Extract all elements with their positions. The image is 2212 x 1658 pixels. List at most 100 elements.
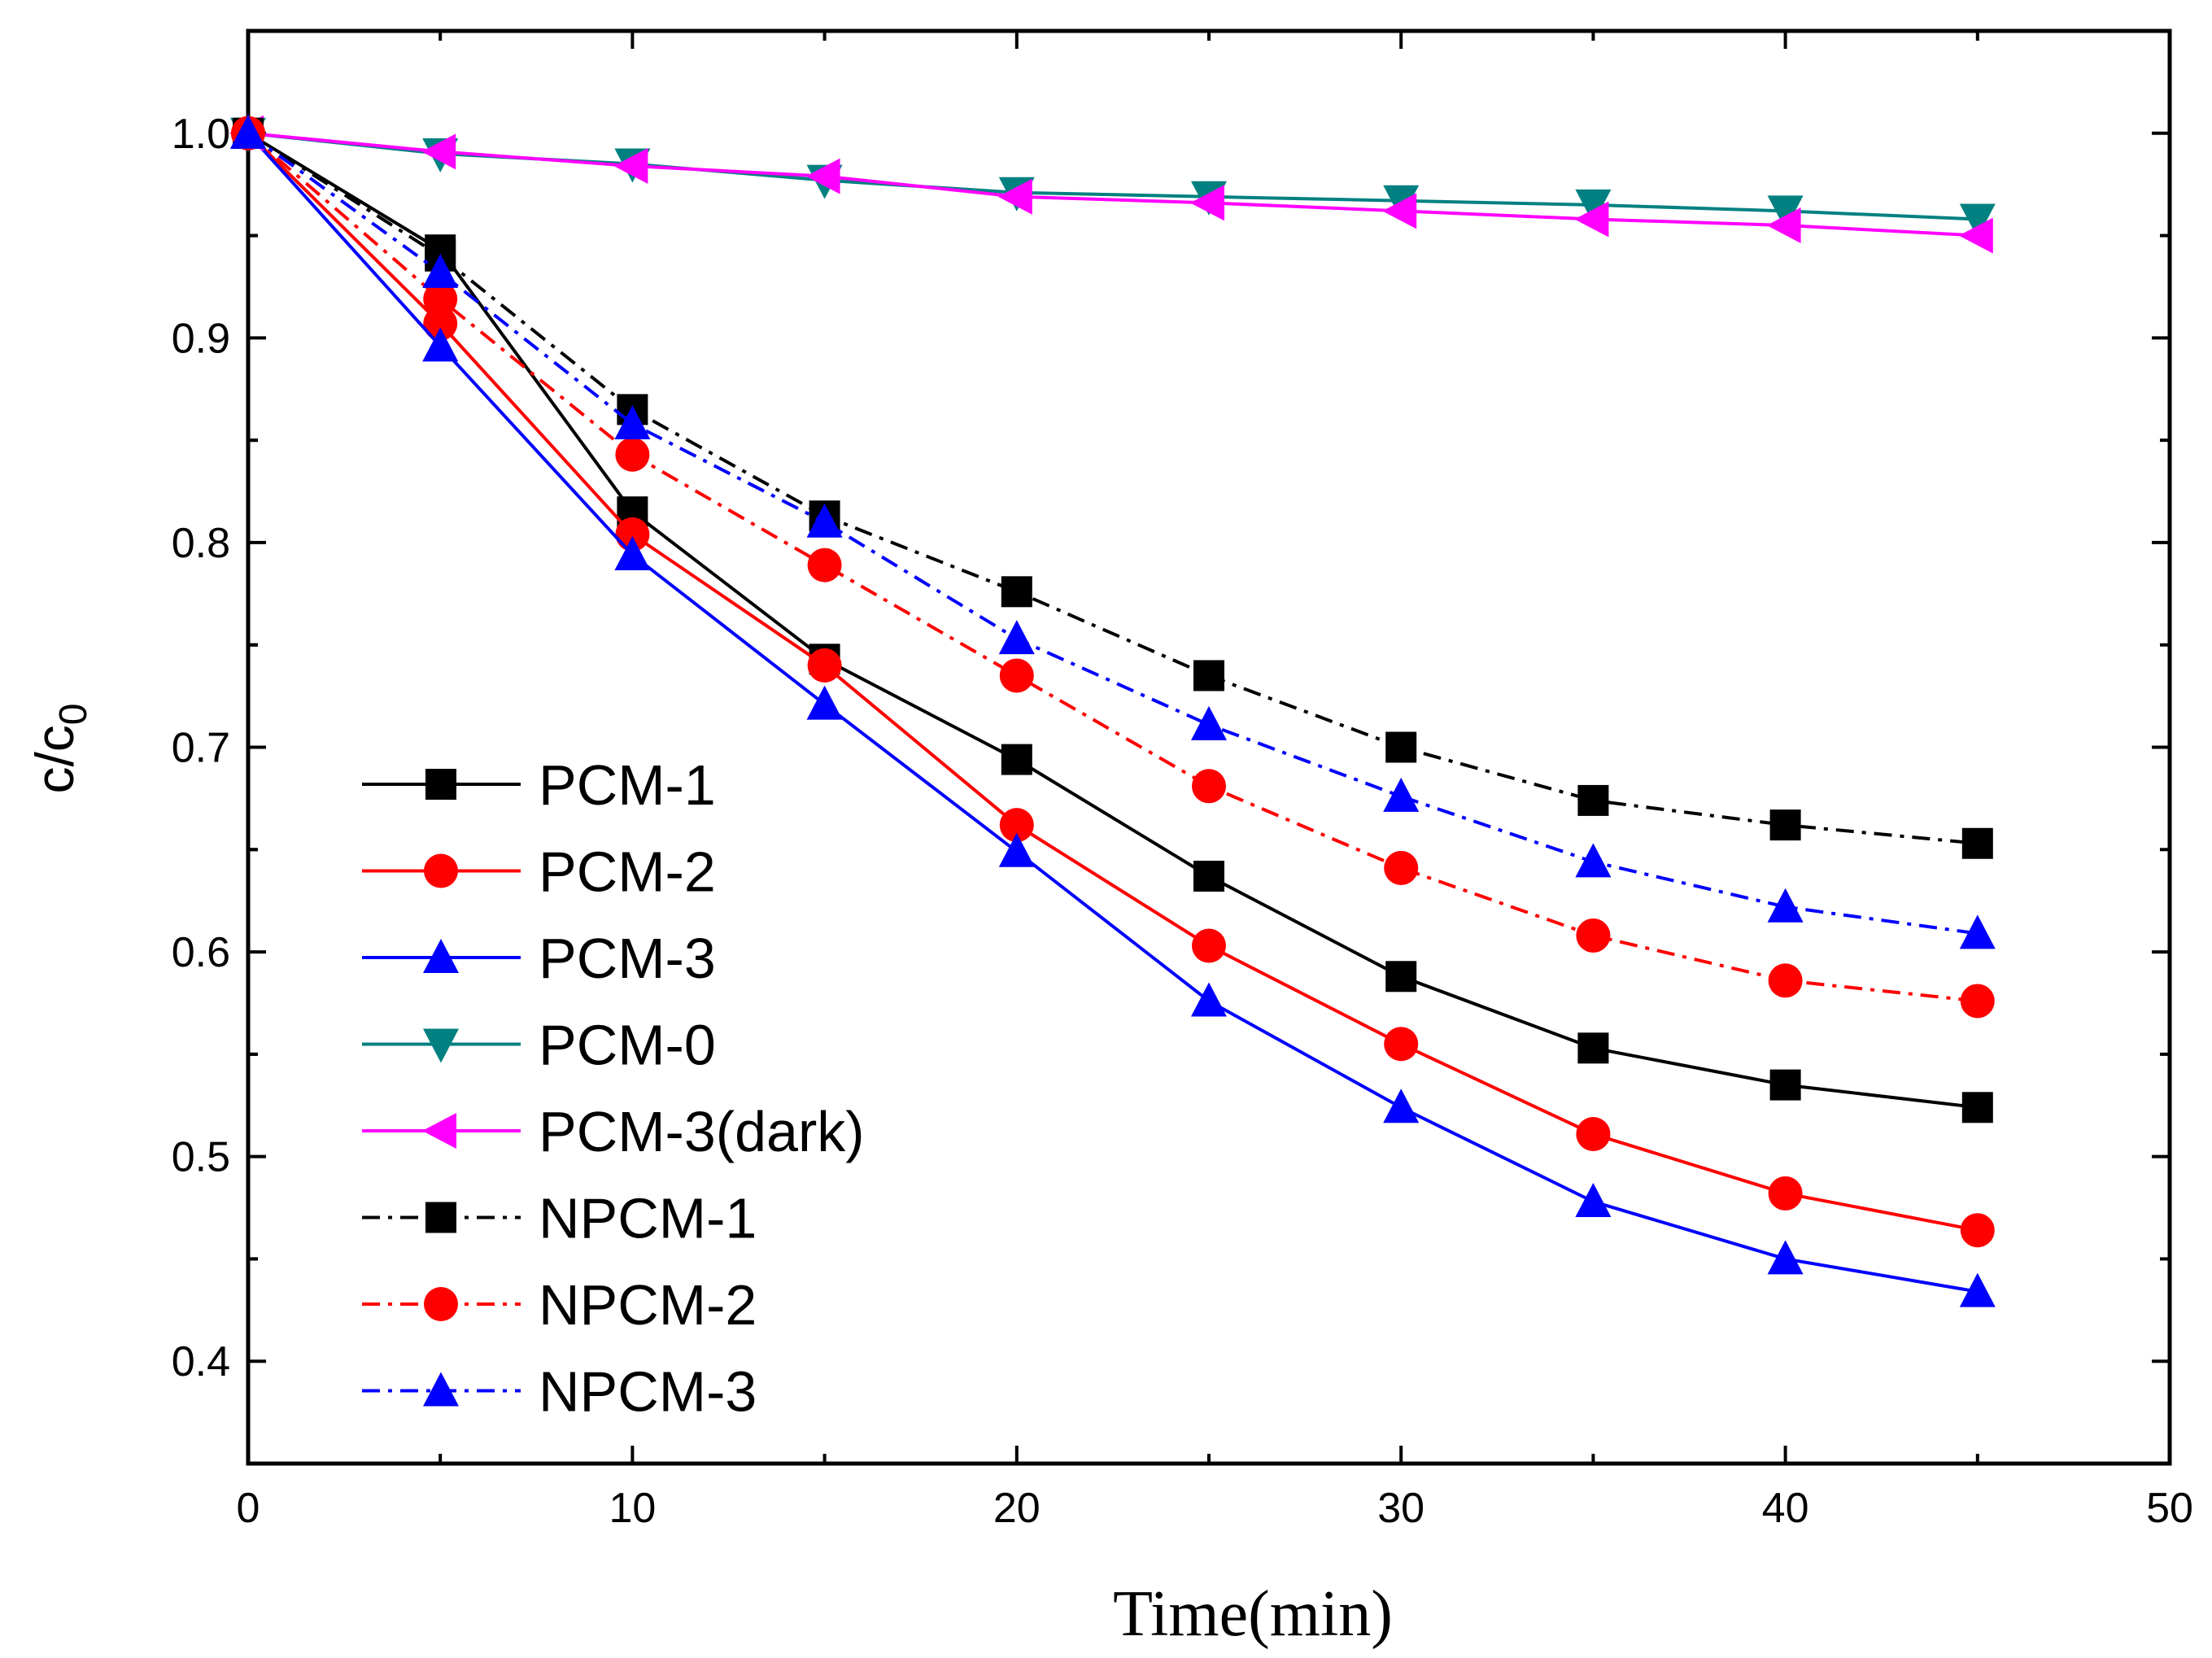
y-axis-title: c/c0	[24, 703, 95, 793]
data-point	[1382, 193, 1417, 229]
data-point	[1384, 850, 1419, 885]
legend-label: PCM-1	[539, 753, 716, 817]
y-tick-label: 0.5	[172, 1134, 230, 1181]
series-npcm-3	[230, 114, 1996, 949]
data-point	[1769, 1069, 1801, 1101]
series-line	[247, 131, 1978, 238]
data-point	[1958, 217, 1993, 254]
legend-item: PCM-0	[362, 1014, 716, 1077]
data-point	[423, 281, 458, 316]
data-point	[1577, 1032, 1609, 1064]
legend-item: PCM-1	[362, 753, 716, 817]
data-point	[1767, 888, 1804, 923]
y-tick-label: 0.6	[172, 929, 230, 976]
data-point	[998, 620, 1035, 655]
legend-item: PCM-3(dark)	[362, 1100, 865, 1163]
legend-label: PCM-3(dark)	[539, 1100, 865, 1163]
legend-item: NPCM-3	[362, 1360, 757, 1424]
data-point	[1961, 827, 1993, 859]
data-point	[807, 548, 842, 582]
data-point	[1769, 809, 1801, 841]
x-axis-title: Time(min)	[1113, 1578, 1393, 1650]
data-point	[1192, 769, 1226, 804]
x-tick-label: 10	[609, 1485, 656, 1532]
y-tick-label: 0.9	[172, 315, 230, 362]
data-point	[615, 437, 650, 472]
data-point	[1767, 195, 1804, 230]
data-point	[615, 517, 650, 552]
x-tick-label: 40	[1762, 1485, 1809, 1532]
data-point	[1961, 1092, 1993, 1124]
legend-marker	[425, 769, 456, 800]
y-tick-label: 0.7	[172, 725, 230, 772]
data-point	[1960, 984, 1995, 1019]
series-pcm-1	[233, 117, 1993, 1124]
data-point	[805, 158, 840, 194]
legend-marker	[423, 1372, 459, 1407]
data-point	[421, 133, 456, 170]
data-point	[614, 536, 651, 571]
data-point	[423, 306, 458, 341]
data-point	[613, 148, 648, 185]
x-tick-label: 20	[993, 1485, 1041, 1532]
legend-label: PCM-3	[539, 927, 716, 990]
data-point	[1960, 1213, 1995, 1248]
series-npcm-1	[233, 117, 1993, 859]
data-point	[614, 405, 651, 440]
series-line	[247, 132, 1979, 936]
data-point	[1577, 784, 1609, 816]
data-point	[1383, 777, 1420, 812]
legend-label: PCM-2	[539, 840, 716, 904]
series-pcm-2	[231, 116, 1995, 1248]
data-point	[1001, 744, 1032, 775]
y-tick-label: 0.8	[172, 520, 230, 567]
data-point	[1192, 928, 1226, 963]
legend-item: NPCM-1	[362, 1187, 757, 1250]
series-line	[247, 131, 1978, 221]
data-point	[1191, 705, 1227, 740]
data-point	[1385, 961, 1417, 993]
legend-marker	[422, 1113, 456, 1149]
legend-item: PCM-2	[362, 840, 716, 904]
data-point	[1959, 1272, 1996, 1307]
data-point	[1383, 1089, 1420, 1124]
series-pcm-3-dark-	[229, 115, 1993, 254]
legend-item: NPCM-2	[362, 1273, 757, 1337]
series-npcm-2	[231, 116, 1995, 1019]
series-line	[247, 132, 1978, 845]
data-point	[1193, 860, 1224, 892]
series-line	[247, 132, 1979, 1233]
data-point	[999, 658, 1034, 693]
legend-marker	[424, 1287, 458, 1321]
legend-marker	[425, 1202, 456, 1233]
data-point	[1768, 1176, 1803, 1211]
y-tick-label: 0.4	[172, 1338, 230, 1385]
x-tick-label: 30	[1377, 1485, 1424, 1532]
data-point	[1766, 207, 1801, 243]
legend-marker	[423, 1028, 459, 1063]
data-point	[1575, 1182, 1612, 1217]
legend-marker	[423, 939, 459, 973]
data-point	[1576, 918, 1611, 953]
data-point	[1767, 1240, 1804, 1275]
data-point	[422, 253, 459, 288]
data-point	[997, 178, 1032, 215]
legend-label: NPCM-3	[539, 1360, 757, 1424]
legend-item: PCM-3	[362, 927, 716, 990]
data-point	[1193, 660, 1224, 692]
data-point	[1575, 843, 1612, 878]
series-pcm-3	[230, 114, 1996, 1307]
data-point	[422, 327, 459, 362]
data-point	[1384, 1027, 1419, 1062]
x-tick-label: 0	[237, 1485, 260, 1532]
series-line	[247, 132, 1979, 1294]
data-point	[999, 808, 1034, 843]
data-point	[806, 503, 843, 538]
data-point	[1576, 1116, 1611, 1151]
series-line	[247, 132, 1979, 1110]
data-point	[1191, 982, 1227, 1017]
legend-label: NPCM-1	[539, 1187, 757, 1250]
data-point	[1959, 914, 1996, 949]
data-point	[1959, 203, 1996, 238]
